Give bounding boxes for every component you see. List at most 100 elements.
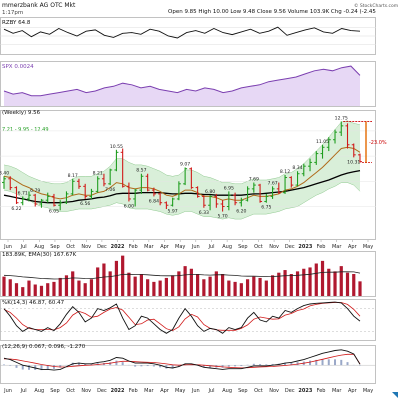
volume-bar [270,275,275,296]
volume-bar [239,283,243,296]
x-tick-label: 2022 [111,244,125,250]
price-label: 7.67 [267,180,277,186]
price-label: 8.12 [280,169,290,175]
ohlc-bar [245,186,250,202]
ohlc-bar [195,186,200,198]
volume-bar [358,281,362,296]
macd-histogram-bar [327,359,330,366]
volume-bar [245,279,250,296]
price-panel: 8.40 6.22 6.716.79 6.05 8.17 6.56 8.21 7.06 10.5… [0,115,387,220]
ema-short-line [3,146,361,201]
volume-bar [133,276,137,296]
x-tick-label: Jun [191,388,200,394]
watermark: © StockCharts.com [354,2,398,9]
price-label: 10.55 [110,144,123,150]
price-label: 6.05 [49,209,59,215]
macd-histogram-bar [9,365,12,366]
volume-bar [196,274,200,296]
scroll-arrow-icon[interactable] [392,392,398,398]
ohlc-bar [76,178,81,189]
ohlc-bar [114,149,119,172]
x-tick-label: Jul [20,244,27,250]
chart-date: 1:17pm [2,10,23,16]
volume-bar [320,260,325,296]
x-tick-label: Feb [317,388,326,394]
x-tick-label: Mar [332,244,342,250]
macd-histogram-bar [140,365,143,367]
volume-bar [233,281,237,296]
panel-frame-price [0,110,376,240]
ohlc-bar [120,148,125,188]
volume-bar [89,279,94,296]
price-label: 8.17 [68,173,78,179]
volume-bar [171,275,175,296]
x-tick-label: Oct [66,244,75,250]
ohlc-bar [326,137,331,152]
x-tick-label: Mar [144,244,154,250]
price-label: 8.21 [93,170,103,176]
price-label: 6.71 [18,190,28,196]
volume-bar [227,280,231,296]
x-tick-label: Mar [144,388,154,394]
volume-bar [114,260,119,296]
volume-bar [21,287,25,296]
ohlc-bar [270,186,275,199]
macd-histogram-bar [340,359,343,366]
panel-frame-macd [0,345,376,384]
x-tick-label: Jul [207,244,214,250]
volume-bar [214,271,218,296]
volume-bar [339,266,343,296]
price-label: 6.84 [149,198,159,204]
ratio-area [4,66,360,106]
volume-bar [83,283,87,296]
ohlc-bar [351,143,356,158]
ohlc-bar [95,176,100,193]
macd-histogram-bar [27,365,30,370]
macd-histogram-bar [271,363,274,366]
ohlc-bar [345,123,350,149]
price-label: 8.34 [292,165,302,171]
volume-bar [71,271,75,296]
volume-bar [283,270,287,296]
price-label: 7.69 [249,177,259,183]
price-label: 6.00 [124,203,134,209]
volume-bar [264,280,268,296]
volume-bar [333,271,337,296]
ohlc-bar [264,193,269,203]
volume-ema-line [3,271,361,280]
price-label: 6.20 [236,209,246,215]
macd-histogram-bar [234,365,237,367]
x-tick-label: Dec [285,244,295,250]
ohlc-bar [2,176,6,189]
x-tick-label: Nov [81,388,91,394]
band-lower-line [3,182,361,220]
x-tick-label: 2023 [298,388,312,394]
price-label: 8.40 [0,170,9,176]
x-tick-label: Jun [3,244,12,250]
ohlc-bar [239,197,244,207]
x-tick-label: Nov [269,388,279,394]
x-tick-label: Dec [97,388,107,394]
macd-histogram-bar [265,364,268,366]
x-tick-label: Feb [129,244,138,250]
ohlc-bar [26,191,31,202]
macd-histogram-bar [15,365,18,368]
x-tick-label: Sep [238,244,247,250]
volume-bar [102,263,106,296]
ohlc-bar [164,201,169,210]
ohlc-bar [108,168,113,186]
volume-bar [314,263,318,296]
volume-bar [108,271,112,296]
rs-panel [0,26,376,45]
volume-bar [177,271,181,296]
x-tick-label: Apr [160,388,170,394]
price-label: 6.79 [30,188,40,194]
x-tick-label: Oct [254,388,263,394]
x-tick-label: Jun [3,388,12,394]
band-upper-line [3,120,361,185]
ohlc-bar [283,175,288,194]
volume-bar [58,277,62,296]
rs-line [3,26,361,39]
volume-bar [308,267,312,296]
ohlc-bar [358,153,362,163]
